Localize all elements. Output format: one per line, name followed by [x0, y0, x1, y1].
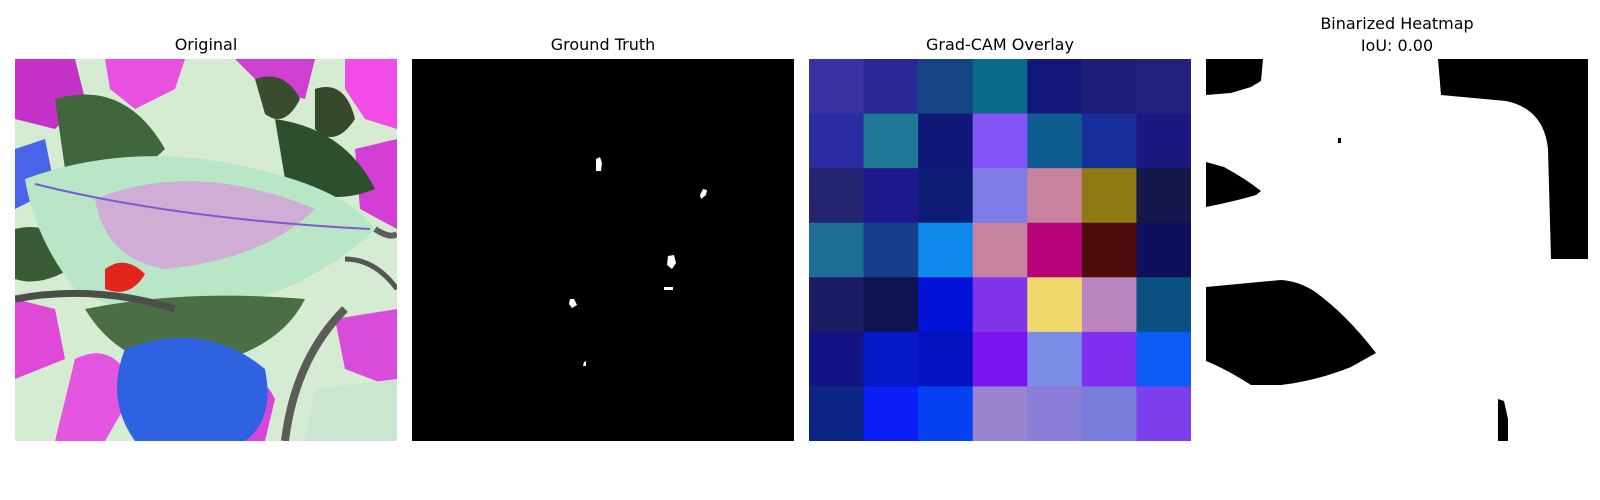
- heatmap-cell: [809, 331, 865, 387]
- heatmap-cell: [1136, 168, 1192, 224]
- heatmap-cell: [863, 59, 919, 115]
- heatmap-cell: [1136, 277, 1192, 333]
- heatmap-cell: [918, 222, 974, 278]
- heatmap-cell: [918, 168, 974, 224]
- heatmap-cell: [809, 222, 865, 278]
- heatmap-cell: [1081, 59, 1137, 115]
- heatmap-cell: [918, 277, 974, 333]
- heatmap-cell: [863, 331, 919, 387]
- heatmap-cell: [1136, 331, 1192, 387]
- heatmap-cell: [972, 277, 1028, 333]
- heatmap-cell: [1136, 59, 1192, 115]
- gradcam-heatmap-grid: [809, 59, 1192, 442]
- panel-title-binarized-heatmap: Binarized Heatmap: [1320, 14, 1474, 33]
- heatmap-cell: [1136, 386, 1192, 442]
- gradcam-grid-svg: [809, 59, 1192, 442]
- heatmap-cell: [809, 59, 865, 115]
- heatmap-cell: [972, 59, 1028, 115]
- panel-gradcam-overlay: Grad-CAM Overlay: [809, 0, 1192, 500]
- heatmap-cell: [972, 331, 1028, 387]
- heatmap-cell: [1081, 331, 1137, 387]
- heatmap-cell: [972, 113, 1028, 169]
- heatmap-cell: [972, 168, 1028, 224]
- heatmap-cell: [809, 277, 865, 333]
- heatmap-cell: [1027, 113, 1083, 169]
- iou-score-label: IoU: 0.00: [1360, 36, 1434, 55]
- heatmap-cell: [863, 222, 919, 278]
- binarized-heatmap-mask: [1206, 59, 1588, 441]
- heatmap-cell: [1027, 59, 1083, 115]
- heatmap-cell: [918, 386, 974, 442]
- heatmap-cell: [809, 386, 865, 442]
- heatmap-cell: [863, 168, 919, 224]
- heatmap-cell: [809, 168, 865, 224]
- heatmap-cell: [1081, 113, 1137, 169]
- heatmap-cell: [1136, 113, 1192, 169]
- heatmap-cell: [1027, 168, 1083, 224]
- heatmap-cell: [918, 113, 974, 169]
- heatmap-cell: [918, 59, 974, 115]
- heatmap-cell: [1081, 222, 1137, 278]
- heatmap-cell: [1027, 222, 1083, 278]
- heatmap-cell: [1081, 386, 1137, 442]
- heatmap-cell: [918, 331, 974, 387]
- ground-truth-mask: [412, 59, 794, 441]
- heatmap-cell: [1027, 277, 1083, 333]
- heatmap-cell: [972, 386, 1028, 442]
- heatmap-cell: [809, 113, 865, 169]
- panel-binarized-heatmap: Binarized Heatmap IoU: 0.00: [1206, 0, 1588, 500]
- heatmap-cell: [1081, 168, 1137, 224]
- panel-title-gradcam-overlay: Grad-CAM Overlay: [926, 35, 1074, 54]
- panel-ground-truth: Ground Truth: [412, 0, 794, 500]
- heatmap-cell: [1136, 222, 1192, 278]
- heatmap-cell: [863, 277, 919, 333]
- heatmap-cell: [1081, 277, 1137, 333]
- panel-original: Original: [15, 0, 397, 500]
- panel-title-ground-truth: Ground Truth: [550, 35, 656, 54]
- original-leaf-image: [15, 59, 397, 441]
- heatmap-cell: [863, 113, 919, 169]
- heatmap-cell: [1027, 386, 1083, 442]
- heatmap-cell: [1027, 331, 1083, 387]
- heatmap-cell: [863, 386, 919, 442]
- panel-title-original: Original: [174, 35, 238, 54]
- heatmap-cell: [972, 222, 1028, 278]
